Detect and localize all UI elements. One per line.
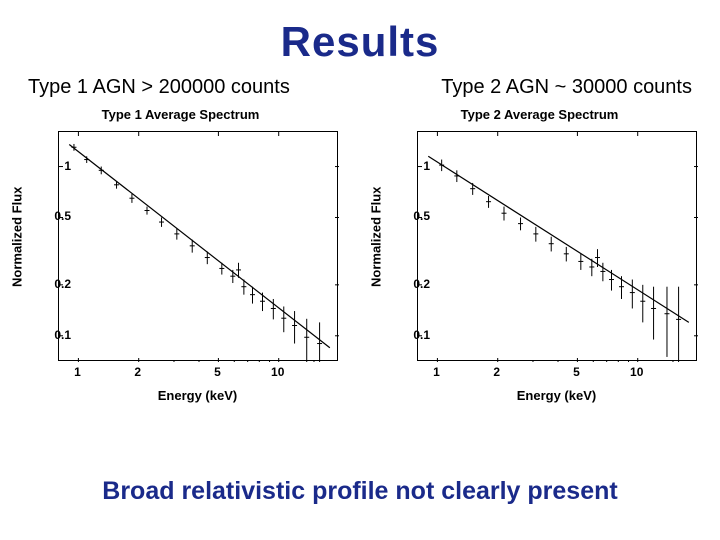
chart-right-ylabel: Normalized Flux [367,107,385,367]
ytick-label: 0.5 [41,209,71,223]
chart-left-ylabel: Normalized Flux [8,107,26,367]
chart-left-svg [59,132,339,362]
ytick-label: 1 [41,159,71,173]
conclusion-text: Broad relativistic profile not clearly p… [0,477,720,506]
xtick-label: 5 [573,365,580,379]
ytick-label: 0.2 [41,277,71,291]
xtick-label: 10 [271,365,284,379]
ytick-label: 0.2 [400,277,430,291]
subtitle-left: Type 1 AGN > 200000 counts [28,76,290,99]
ytick-label: 0.1 [41,328,71,342]
chart-right-plot [417,131,697,361]
chart-left-plot [58,131,338,361]
xtick-label: 2 [493,365,500,379]
chart-left-xlabel: Energy (keV) [58,388,337,403]
subtitle-right: Type 2 AGN ~ 30000 counts [441,76,692,99]
ytick-label: 0.1 [400,328,430,342]
xtick-label: 2 [134,365,141,379]
chart-right-svg [418,132,698,362]
chart-left-title: Type 1 Average Spectrum [6,107,355,122]
subtitle-row: Type 1 AGN > 200000 counts Type 2 AGN ~ … [0,66,720,107]
xtick-label: 10 [630,365,643,379]
chart-right-xlabel: Energy (keV) [417,388,696,403]
charts-row: Type 1 Average Spectrum Normalized Flux … [0,107,720,407]
chart-right: Type 2 Average Spectrum Normalized Flux … [365,107,714,407]
chart-right-title: Type 2 Average Spectrum [365,107,714,122]
xtick-label: 1 [74,365,81,379]
page-title: Results [0,0,720,66]
ytick-label: 1 [400,159,430,173]
ytick-label: 0.5 [400,209,430,223]
xtick-label: 1 [433,365,440,379]
xtick-label: 5 [214,365,221,379]
chart-left: Type 1 Average Spectrum Normalized Flux … [6,107,355,407]
